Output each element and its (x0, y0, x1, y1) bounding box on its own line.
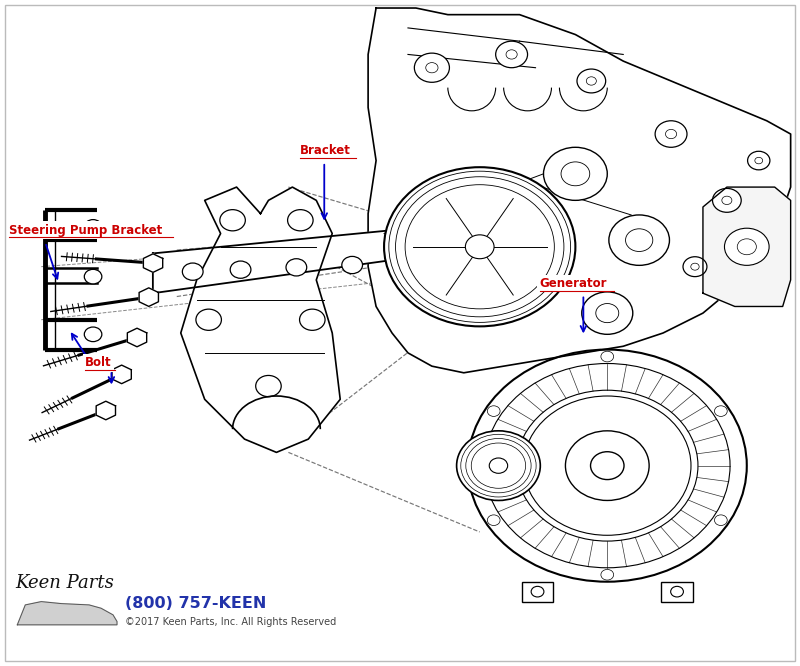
Circle shape (725, 228, 769, 265)
Circle shape (182, 263, 203, 280)
FancyBboxPatch shape (522, 581, 554, 601)
Circle shape (220, 210, 246, 231)
Circle shape (490, 458, 508, 474)
Circle shape (626, 229, 653, 252)
Circle shape (342, 256, 362, 274)
Circle shape (713, 188, 742, 212)
Circle shape (466, 235, 494, 258)
Circle shape (468, 350, 746, 581)
Polygon shape (703, 187, 790, 306)
Circle shape (577, 69, 606, 93)
Polygon shape (96, 401, 115, 420)
Circle shape (84, 220, 102, 234)
Circle shape (84, 327, 102, 342)
Circle shape (523, 396, 691, 535)
Text: (800) 757-KEEN: (800) 757-KEEN (125, 596, 266, 611)
Circle shape (582, 292, 633, 334)
Circle shape (747, 151, 770, 170)
FancyBboxPatch shape (661, 581, 693, 601)
Polygon shape (18, 601, 117, 625)
Text: ©2017 Keen Parts, Inc. All Rights Reserved: ©2017 Keen Parts, Inc. All Rights Reserv… (125, 617, 336, 627)
Text: Bolt: Bolt (85, 356, 112, 370)
Circle shape (384, 167, 575, 326)
Circle shape (566, 431, 649, 500)
Circle shape (84, 269, 102, 284)
Circle shape (543, 147, 607, 200)
Text: Keen Parts: Keen Parts (16, 574, 114, 592)
Circle shape (457, 431, 540, 500)
Polygon shape (143, 254, 162, 272)
Polygon shape (127, 328, 146, 347)
Circle shape (256, 376, 282, 397)
Circle shape (596, 304, 618, 322)
Text: Steering Pump Bracket: Steering Pump Bracket (10, 224, 162, 237)
Circle shape (196, 309, 222, 330)
Circle shape (286, 258, 306, 276)
Circle shape (590, 452, 624, 480)
Circle shape (299, 309, 325, 330)
Text: Bracket: Bracket (300, 145, 351, 157)
Circle shape (609, 215, 670, 265)
Polygon shape (112, 365, 131, 384)
Text: Generator: Generator (539, 277, 607, 290)
Polygon shape (139, 288, 158, 306)
Circle shape (561, 162, 590, 186)
Circle shape (655, 121, 687, 147)
Polygon shape (368, 8, 790, 373)
Circle shape (683, 256, 707, 276)
Circle shape (496, 41, 527, 68)
Polygon shape (153, 230, 392, 293)
Circle shape (230, 261, 251, 278)
Circle shape (414, 53, 450, 83)
Circle shape (287, 210, 313, 231)
Polygon shape (181, 187, 340, 452)
